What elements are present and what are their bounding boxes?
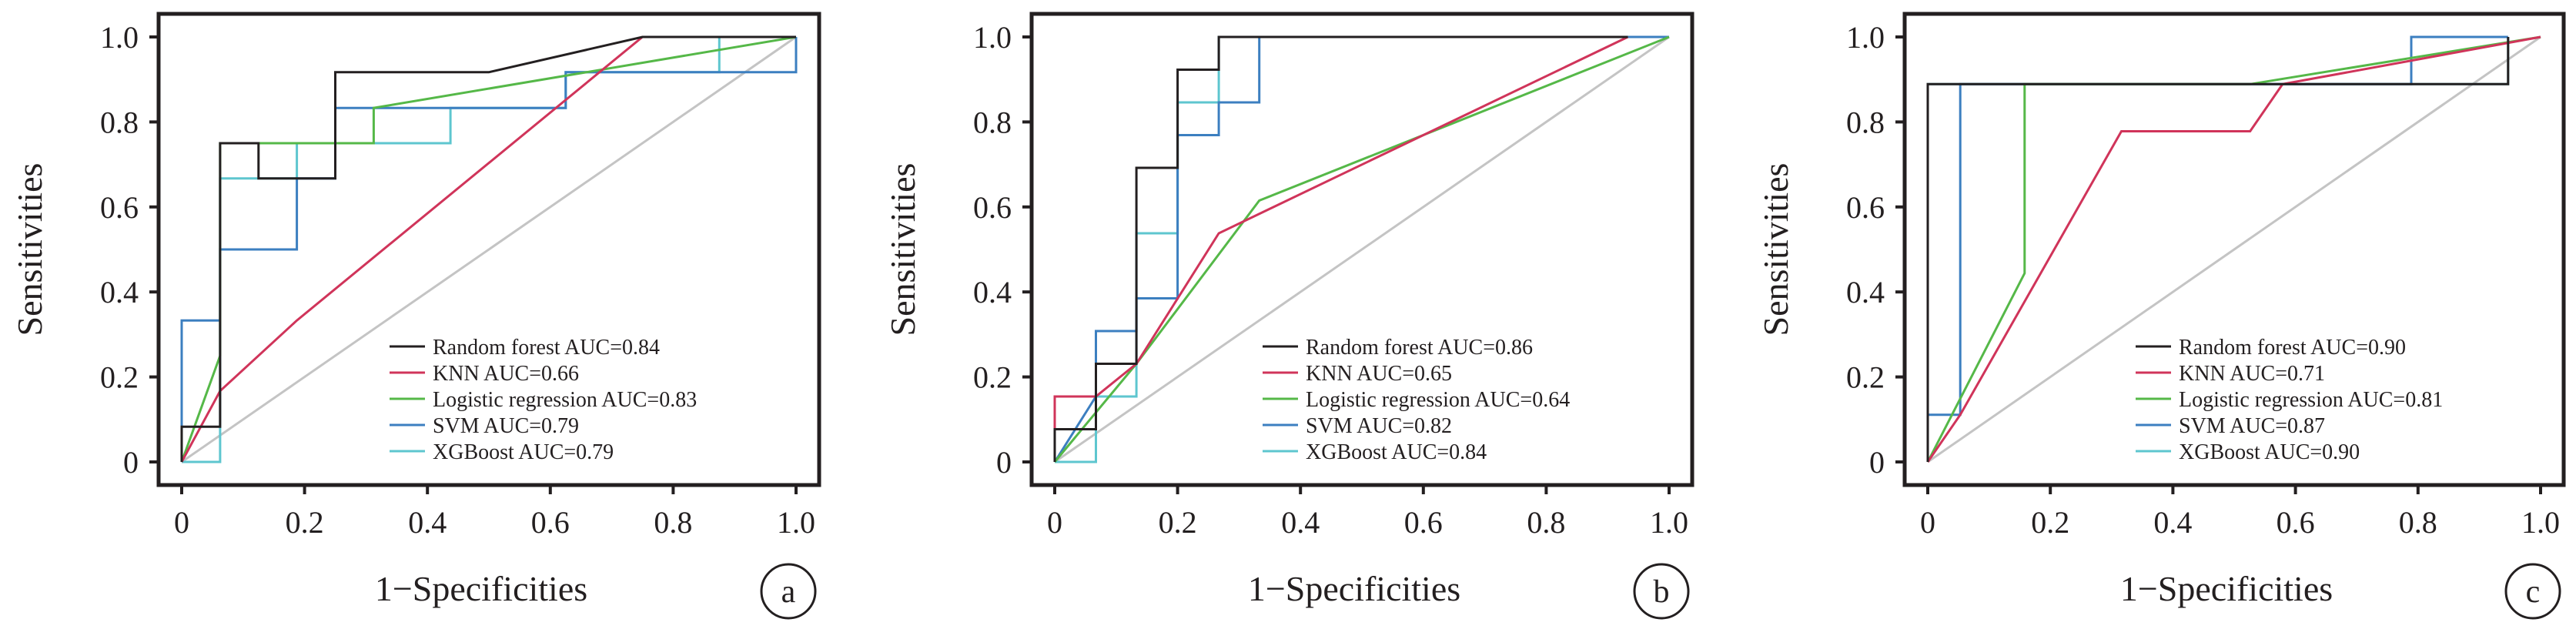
legend-label: Logistic regression AUC=0.64 — [1306, 388, 1570, 412]
x-tick-label: 0.4 — [1281, 505, 1320, 540]
y-tick-label: 1.0 — [1846, 20, 1885, 55]
roc-curve-series — [180, 35, 797, 463]
y-tick-label: 0.4 — [1846, 275, 1885, 309]
panel-badge-letter: a — [781, 574, 796, 610]
y-tick-label: 0 — [1869, 445, 1885, 480]
roc-panel-a: 00 0.2 0.2 0.4 0.4 0.6 0.6 0.8 0.8 1.0 1.0 1−Specif… — [10, 12, 821, 620]
y-tick-label: 0.8 — [100, 105, 139, 139]
panel-badge — [1633, 563, 1690, 620]
x-tick-label: 0.2 — [1159, 505, 1197, 540]
y-tick-label: 0.6 — [973, 190, 1012, 225]
plot-frame — [1029, 12, 1694, 487]
panel-badge — [760, 563, 817, 620]
y-tick-label: 0.8 — [1846, 105, 1885, 139]
x-tick-label: 0.6 — [1404, 505, 1443, 540]
legend-label: XGBoost AUC=0.90 — [2179, 440, 2360, 464]
y-axis-label: Sensitivities — [1756, 163, 1795, 336]
y-tick-label: 0.2 — [1846, 360, 1885, 395]
legend-label: Random forest AUC=0.84 — [433, 336, 660, 360]
legend-label: Random forest AUC=0.90 — [2179, 336, 2406, 360]
y-tick-label: 0.6 — [100, 190, 139, 225]
legend-label: Logistic regression AUC=0.81 — [2179, 388, 2443, 412]
y-tick-label: 0.2 — [100, 360, 139, 395]
legend-label: XGBoost AUC=0.79 — [433, 440, 614, 464]
x-tick-label: 0.8 — [654, 505, 692, 540]
roc-curve-series — [180, 35, 796, 462]
y-tick-label: 0.4 — [973, 275, 1012, 309]
chance-diagonal — [1054, 35, 1670, 463]
panel-badge-letter: c — [2526, 574, 2541, 610]
x-tick-label: 0 — [1920, 505, 1935, 540]
roc-curve-series — [1926, 35, 2541, 463]
legend-label: SVM AUC=0.87 — [2179, 414, 2325, 438]
x-tick-label: 1.0 — [777, 505, 815, 540]
legend-label: KNN AUC=0.66 — [433, 362, 579, 386]
legend-label: SVM AUC=0.82 — [1306, 414, 1452, 438]
legend-label: Logistic regression AUC=0.83 — [433, 388, 697, 412]
x-tick-label: 0 — [174, 505, 189, 540]
x-tick-label: 0.2 — [286, 505, 324, 540]
y-axis-label: Sensitivities — [883, 163, 922, 336]
y-tick-label: 0.8 — [973, 105, 1012, 139]
plot-frame — [1902, 12, 2566, 487]
x-axis-label: 1−Specificities — [2120, 569, 2333, 608]
legend-label: KNN AUC=0.65 — [1306, 362, 1452, 386]
y-tick-label: 1.0 — [973, 20, 1012, 55]
x-tick-label: 0.8 — [2399, 505, 2437, 540]
roc-panel-c: 00 0.2 0.2 0.4 0.4 0.6 0.6 0.8 0.8 1.0 1.0 1−Specif… — [1756, 12, 2566, 620]
roc-curve-series — [1053, 35, 1628, 462]
panel-badge — [2504, 563, 2561, 620]
y-tick-label: 0.4 — [100, 275, 139, 309]
y-tick-label: 0 — [123, 445, 139, 480]
y-tick-label: 0.6 — [1846, 190, 1885, 225]
chance-diagonal — [181, 35, 797, 463]
legend-label: XGBoost AUC=0.84 — [1306, 440, 1487, 464]
legend-label: KNN AUC=0.71 — [2179, 362, 2325, 386]
x-axis-label: 1−Specificities — [1248, 569, 1460, 608]
x-tick-label: 0.4 — [2153, 505, 2192, 540]
x-tick-label: 1.0 — [1650, 505, 1688, 540]
x-tick-label: 0.6 — [2277, 505, 2315, 540]
y-tick-label: 1.0 — [100, 20, 139, 55]
roc-curve-series — [1053, 35, 1669, 463]
x-tick-label: 0.4 — [408, 505, 447, 540]
x-tick-label: 0 — [1047, 505, 1062, 540]
x-axis-label: 1−Specificities — [375, 569, 587, 608]
x-tick-label: 1.0 — [2521, 505, 2560, 540]
y-tick-label: 0.2 — [973, 360, 1012, 395]
x-tick-label: 0.6 — [531, 505, 570, 540]
x-tick-label: 0.8 — [1527, 505, 1565, 540]
legend-label: SVM AUC=0.79 — [433, 414, 579, 438]
roc-panel-b: 00 0.2 0.2 0.4 0.4 0.6 0.6 0.8 0.8 1.0 1.0 1−Specif… — [883, 12, 1694, 620]
legend-label: Random forest AUC=0.86 — [1306, 336, 1533, 360]
y-axis-label: Sensitivities — [10, 163, 49, 336]
y-tick-label: 0 — [996, 445, 1012, 480]
plot-frame — [156, 12, 821, 487]
chance-diagonal — [1927, 35, 2541, 463]
x-tick-label: 0.2 — [2031, 505, 2069, 540]
roc-curve-series — [1053, 35, 1629, 462]
roc-curve-series — [1926, 37, 2510, 462]
panel-badge-letter: b — [1654, 574, 1670, 610]
